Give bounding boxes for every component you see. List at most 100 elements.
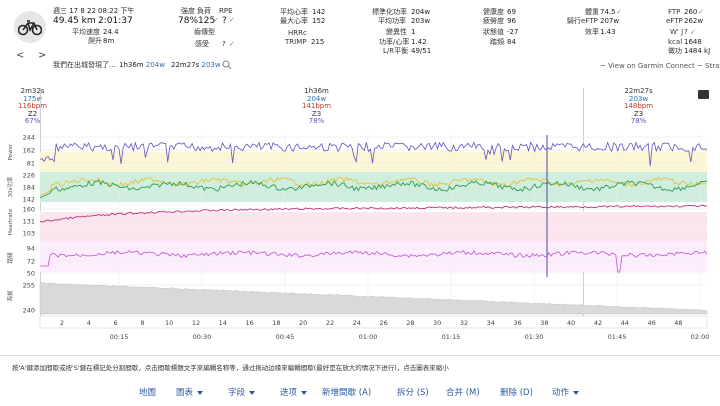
time-tick-label: 02:00 — [691, 333, 710, 341]
segment-power: 203w — [628, 94, 649, 103]
segment-power: 204w — [306, 94, 327, 103]
y-tick-label: 162 — [23, 147, 35, 155]
variability-label: 變異性 — [386, 28, 407, 36]
prev-activity-button[interactable]: < — [16, 50, 25, 61]
km-tick-label: 18 — [272, 319, 280, 327]
panel-label: Heartrate — [8, 208, 14, 235]
lap-chip-2[interactable]: 22m27s 203w — [171, 61, 221, 70]
activity-charts[interactable]: 2 4 6 8 10 12 14 16 18 20 22 24 26 28 30 32 34 36 38 40 42 44… — [0, 132, 720, 354]
load-edit-icon[interactable]: ✓ — [213, 16, 219, 24]
panel-label: 30s功率 — [6, 176, 14, 197]
panel-label: Power — [8, 143, 14, 160]
segment-pct: 78% — [308, 117, 325, 125]
km-axis — [39, 315, 708, 329]
km-tick-label: 28 — [406, 319, 414, 327]
y-tick-label: 94 — [27, 245, 35, 253]
climb-value: 8m — [103, 37, 115, 45]
eftp-value: 262w — [684, 17, 704, 25]
lap-chip-1[interactable]: 1h36m 204w — [119, 61, 165, 70]
weight-edit-icon[interactable]: ✓ — [616, 8, 622, 16]
comment-icon[interactable] — [698, 90, 709, 99]
feel-edit-icon[interactable]: ✓ — [229, 40, 235, 48]
delete-button[interactable]: 删除 (D) — [500, 388, 533, 398]
np-value: 204w — [411, 8, 431, 16]
lap-description[interactable]: 我們在出城發現了... — [53, 61, 116, 69]
segment-3[interactable]: 22m27s 203w 148bpm Z3 78% — [624, 87, 654, 126]
rpe-edit-icon[interactable]: ✓ — [229, 16, 235, 24]
actions-menu[interactable]: 动作 — [552, 386, 580, 398]
wprime-value[interactable]: ? — [684, 28, 688, 36]
time-tick-label: 00:15 — [110, 333, 129, 341]
external-links[interactable]: ~ View on Garmin Connect ~ Strava — [600, 62, 720, 70]
segment-hr: 116bpm — [18, 102, 48, 110]
eftp-label: eFTP — [666, 17, 683, 25]
fields-menu[interactable]: 字段 — [228, 386, 256, 398]
heartrate-series — [39, 204, 707, 223]
avg-hr-value: 142 — [312, 8, 326, 16]
lr-balance-label: L/R平衡 — [383, 47, 409, 55]
search-icon[interactable] — [222, 60, 232, 70]
next-activity-button[interactable]: > — [38, 50, 47, 61]
segment-power: 175w — [22, 94, 43, 103]
wprime-label: W' J — [670, 28, 684, 36]
ftp-edit-icon[interactable]: ✓ — [698, 8, 704, 16]
feel-value[interactable]: ? — [222, 40, 226, 48]
avatar[interactable] — [14, 11, 46, 43]
time-tick-label: 01:30 — [525, 333, 544, 341]
segment-divider[interactable] — [583, 88, 584, 323]
segment-2[interactable]: 1h36m 204w 141bpm Z3 78% — [302, 87, 331, 126]
time-tick-label: 01:15 — [442, 333, 461, 341]
chart-menu[interactable]: 圖表 — [176, 386, 204, 398]
intensity-label: 強度 — [181, 7, 195, 15]
y-tick-label: 255 — [23, 282, 35, 290]
fatigue-value: 96 — [507, 17, 516, 25]
merge-button[interactable]: 合并 (M) — [446, 388, 480, 398]
weight-label: 體重 — [585, 8, 599, 16]
y-tick-label: 240 — [23, 307, 35, 315]
feel-label: 感受 — [195, 40, 209, 48]
power-hr-label: 功率/心率 — [379, 38, 410, 46]
rpe-label: RPE — [219, 7, 233, 15]
activity-date: 週三 17 8 22 — [53, 7, 96, 15]
split-button[interactable]: 拆分 (S) — [397, 388, 429, 398]
climb-label: 爬升 — [88, 37, 102, 45]
km-ticks: 2 4 6 8 10 12 14 16 18 20 22 24 26 28 30 32 34 36 38 40 42 44… — [60, 319, 683, 327]
power-series — [39, 141, 708, 167]
y-tick-label: 244 — [23, 134, 35, 142]
np-label: 標準化功率 — [372, 8, 407, 16]
panel-label: 海拔 — [6, 290, 14, 302]
load-value: 125 — [198, 16, 216, 26]
efficiency-value: 1.43 — [600, 28, 616, 36]
options-menu[interactable]: 迭项 — [280, 386, 308, 398]
map-menu[interactable]: 地圖 — [139, 388, 157, 398]
y-tick-label: 160 — [23, 206, 35, 214]
fitness-label: 健康度 — [483, 8, 504, 16]
segment-hr: 148bpm — [624, 102, 654, 110]
km-tick-label: 6 — [114, 319, 118, 327]
power30-high-series — [39, 176, 708, 197]
variability-value: 1 — [411, 28, 416, 36]
bottom-toolbar: 按'A'鍵添加間歇或按'S'鍵在標記处分割間歇，点击間歇標題文字來編輯名称等，通… — [0, 355, 720, 406]
work-label: 做功 — [668, 47, 682, 55]
y-tick-label: 72 — [27, 258, 35, 266]
ride-eftp-label: 騎行eFTP — [567, 17, 598, 25]
lr-balance-value: 49/51 — [411, 47, 432, 55]
rpe-value[interactable]: ? — [222, 16, 227, 26]
wprime-edit-icon[interactable]: ✓ — [690, 28, 696, 36]
power30-series — [39, 179, 708, 199]
segment-divider[interactable] — [40, 88, 41, 323]
cadence-band — [40, 242, 707, 272]
avg-power-label: 平均功率 — [378, 17, 406, 25]
add-interval-button[interactable]: 新增間歇 (A) — [322, 388, 372, 398]
y-tick-label: 142 — [23, 196, 35, 204]
time-tick-label: 00:45 — [276, 333, 295, 341]
power-hr-value: 1.42 — [411, 38, 427, 46]
lap-1-time: 1h36m — [119, 61, 144, 69]
ftp-label: FTP — [668, 8, 681, 16]
time-tick-label: 00:30 — [193, 333, 212, 341]
segment-1[interactable]: 2m32s 175w 116bpm Z2 67% — [18, 87, 48, 126]
km-tick-label: 2 — [60, 319, 64, 327]
lap-2-watt: 203w — [201, 61, 221, 69]
km-tick-label: 48 — [674, 319, 682, 327]
avg-speed-label: 平均速度 — [72, 28, 100, 36]
